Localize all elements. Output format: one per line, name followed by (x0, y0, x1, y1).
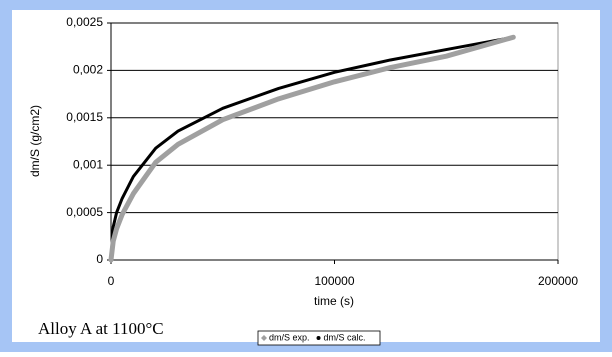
x-tick-label: 100000 (314, 274, 354, 288)
legend-label: dm/S exp. (269, 332, 310, 342)
legend-marker (261, 335, 267, 341)
legend-label: dm/S calc. (324, 332, 366, 342)
y-tick-label: 0 (96, 252, 103, 266)
series-line (109, 35, 515, 262)
y-tick-label: 0,002 (73, 63, 103, 77)
y-tick-label: 0,0005 (66, 205, 103, 219)
x-axis-label: time (s) (314, 294, 354, 308)
y-tick-label: 0,0015 (66, 110, 103, 124)
y-tick-label: 0,001 (73, 157, 103, 171)
y-axis-label: dm/S (g/cm2) (28, 105, 42, 177)
series-line (108, 34, 516, 263)
legend-marker (316, 336, 321, 340)
x-tick-label: 0 (108, 274, 115, 288)
y-tick-label: 0,0025 (66, 15, 103, 29)
x-tick-label: 200000 (538, 274, 578, 288)
annotation: Alloy A at 1100°C (38, 319, 164, 338)
